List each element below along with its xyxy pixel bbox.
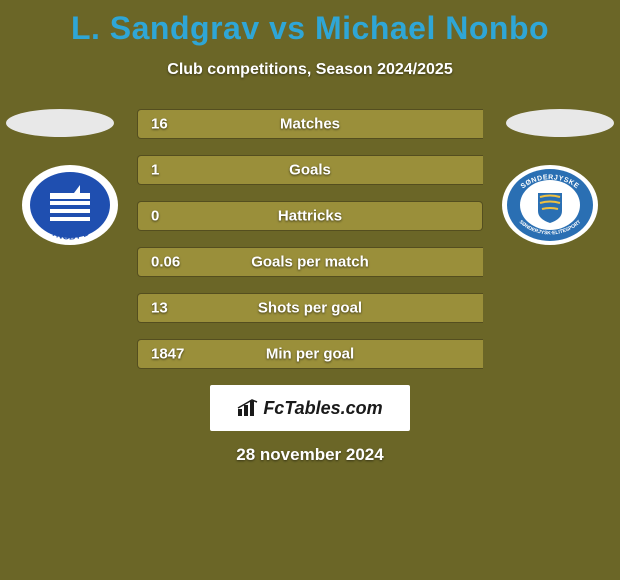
comparison-panel: YNGBY B SØNDERJYSKE SØNDERJYSK·ELITESPOR… — [0, 109, 620, 465]
player-photo-left — [6, 109, 114, 137]
stat-value-left: 13 — [151, 300, 168, 317]
page-title: L. Sandgrav vs Michael Nonbo — [0, 0, 620, 47]
club-badge-left: YNGBY B — [20, 163, 120, 247]
stat-bar-left — [137, 109, 483, 139]
stat-bar-left — [137, 201, 310, 231]
stat-row: 1847Min per goal — [137, 339, 483, 369]
footer-date: 28 november 2024 — [0, 445, 620, 465]
stat-row: 0Hattricks — [137, 201, 483, 231]
stat-row: 0.06Goals per match — [137, 247, 483, 277]
stat-row: 1Goals — [137, 155, 483, 185]
club-badge-right: SØNDERJYSKE SØNDERJYSK·ELITESPORT — [500, 163, 600, 247]
stat-row: 13Shots per goal — [137, 293, 483, 323]
stat-bar-left — [137, 293, 483, 323]
stat-value-left: 1847 — [151, 346, 184, 363]
brand-chart-icon — [237, 399, 259, 417]
player-photo-right — [506, 109, 614, 137]
stat-bar-right — [310, 201, 483, 231]
stat-value-left: 1 — [151, 162, 159, 179]
stat-value-left: 0.06 — [151, 254, 180, 271]
stat-bars: 16Matches 1Goals 0Hattricks 0.06Goals per m… — [137, 109, 483, 369]
brand-text: FcTables.com — [263, 398, 382, 419]
stat-bar-left — [137, 339, 483, 369]
brand-badge[interactable]: FcTables.com — [210, 385, 410, 431]
stat-bar-left — [137, 155, 483, 185]
stat-bar-left — [137, 247, 483, 277]
stat-row: 16Matches — [137, 109, 483, 139]
stat-value-left: 0 — [151, 208, 159, 225]
stat-value-left: 16 — [151, 116, 168, 133]
subtitle: Club competitions, Season 2024/2025 — [0, 61, 620, 79]
